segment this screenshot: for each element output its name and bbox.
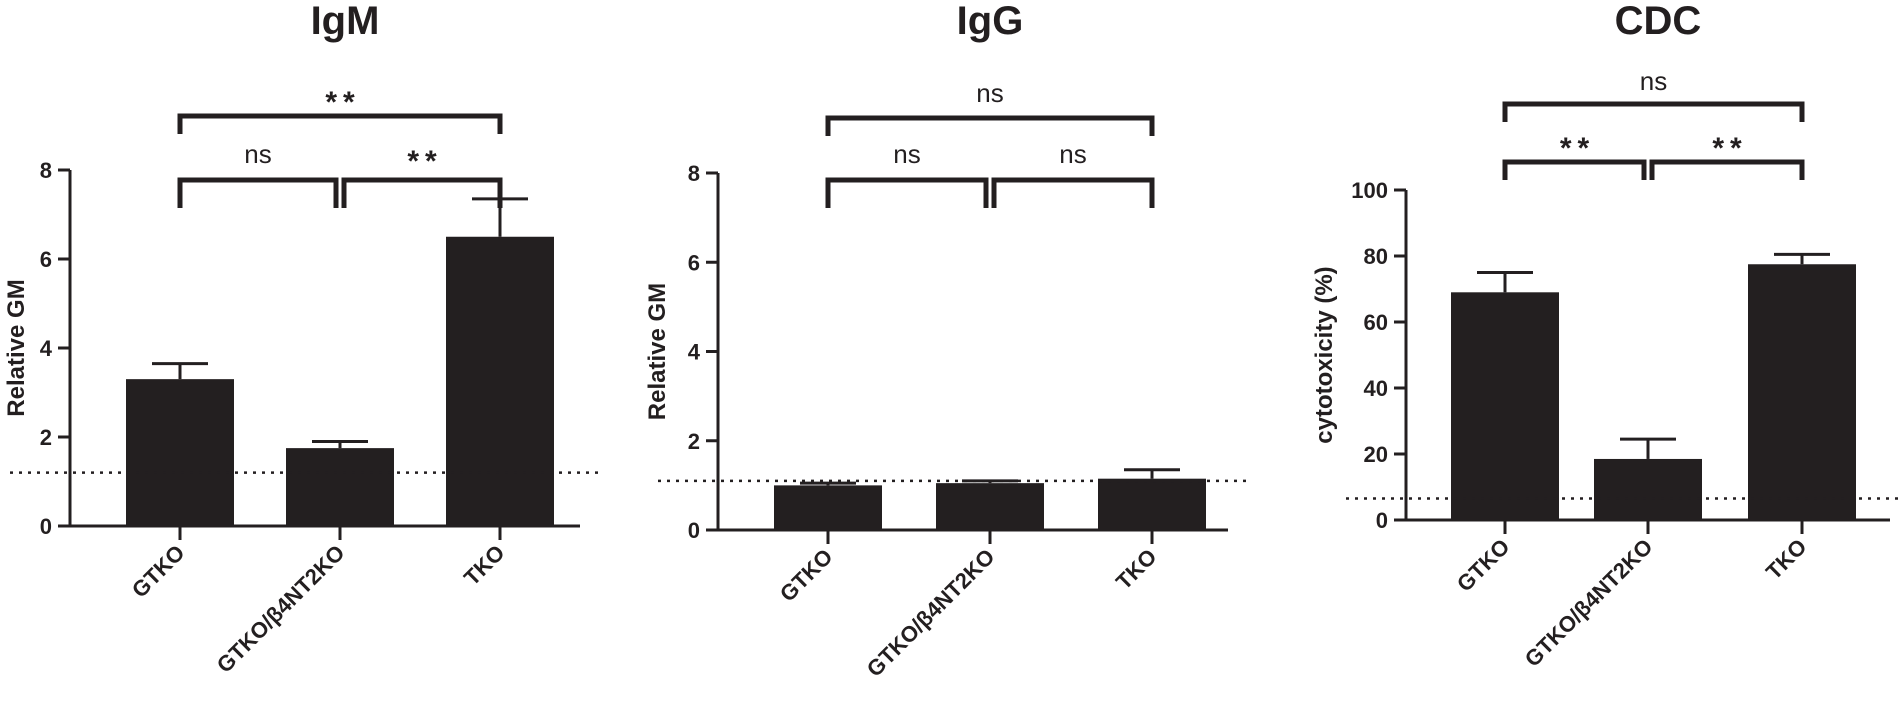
panel-1-bar-2 (286, 448, 394, 526)
panel-2-significance-bracket-1 (825, 177, 989, 208)
panel-2-category-label-3: TKO (1111, 544, 1162, 595)
panel-1-category-label-3: TKO (459, 540, 510, 591)
panel-1-significance-label-3: ** (325, 86, 360, 119)
panel-2-category-label-2: GTKO/β4NT2KO (862, 544, 1000, 682)
panel-2-significance-bracket-3 (825, 115, 1155, 136)
panel-1-category-label-2: GTKO/β4NT2KO (212, 540, 350, 678)
panel-1-y-tick-label: 6 (40, 247, 52, 272)
panel-1-significance-bracket-2 (341, 177, 503, 208)
panel-1-significance-bracket-1 (177, 177, 339, 208)
panel-1-y-tick-label: 4 (40, 336, 53, 361)
panel-2-y-tick-label: 8 (688, 161, 700, 186)
panel-1-significance-label-1: ns (244, 139, 271, 169)
panel-2-significance-label-2: ns (1059, 139, 1086, 169)
panel-1-category-label-1: GTKO (127, 540, 190, 603)
panel-1-y-axis-label: Relative GM (3, 279, 30, 416)
panel-1-significance-bracket-3 (177, 113, 503, 134)
panel-3-significance-bracket-2 (1649, 159, 1805, 180)
panel-1-y-tick-label: 2 (40, 425, 52, 450)
panel-3-category-label-2: GTKO/β4NT2KO (1520, 534, 1658, 672)
panel-3-significance-label-2: ** (1712, 132, 1747, 165)
panel-2-y-axis-label: Relative GM (644, 283, 671, 420)
panel-3-y-tick-label: 100 (1351, 178, 1388, 203)
panel-2-significance-label-1: ns (893, 139, 920, 169)
panel-1-y-tick-label: 8 (40, 158, 52, 183)
panel-3-category-label-1: GTKO (1452, 534, 1515, 597)
panel-3-category-label-3: TKO (1761, 534, 1812, 585)
panel-1-significance-label-2: ** (407, 145, 442, 178)
panel-3-bar-3 (1748, 264, 1856, 520)
panel-2-y-tick-label: 0 (688, 518, 700, 543)
panel-2-bar-1 (774, 485, 882, 530)
panel-2-y-tick-label: 4 (688, 340, 701, 365)
panel-1-title: IgM (311, 0, 380, 43)
panel-1-bar-3 (446, 236, 554, 526)
panel-2-title: IgG (957, 0, 1024, 43)
panel-2-y-tick-label: 6 (688, 250, 700, 275)
panel-3-significance-bracket-3 (1502, 101, 1805, 122)
panel-2-bar-2 (936, 483, 1044, 530)
panel-1-bar-1 (126, 379, 234, 526)
panel-3-y-axis-label: cytotoxicity (%) (1311, 266, 1338, 443)
panel-3-significance-label-1: ** (1560, 132, 1595, 165)
panel-1-y-tick-label: 0 (40, 514, 52, 539)
panel-3-y-tick-label: 80 (1364, 244, 1388, 269)
panel-2-significance-bracket-2 (991, 177, 1155, 208)
panel-3-significance-bracket-1 (1502, 159, 1647, 180)
panel-2-y-tick-label: 2 (688, 429, 700, 454)
panel-3-y-tick-label: 40 (1364, 376, 1388, 401)
panel-3-significance-label-3: ns (1640, 66, 1667, 96)
panel-3-bar-1 (1451, 292, 1559, 520)
panel-2-significance-label-3: ns (976, 78, 1003, 108)
panel-3-y-tick-label: 60 (1364, 310, 1388, 335)
panel-2-bar-3 (1098, 478, 1206, 530)
panel-3-title: CDC (1615, 0, 1702, 43)
panel-2-category-label-1: GTKO (775, 544, 838, 607)
panel-3-y-tick-label: 20 (1364, 442, 1388, 467)
panel-3-bar-2 (1594, 458, 1702, 520)
panel-3-y-tick-label: 0 (1376, 508, 1388, 533)
